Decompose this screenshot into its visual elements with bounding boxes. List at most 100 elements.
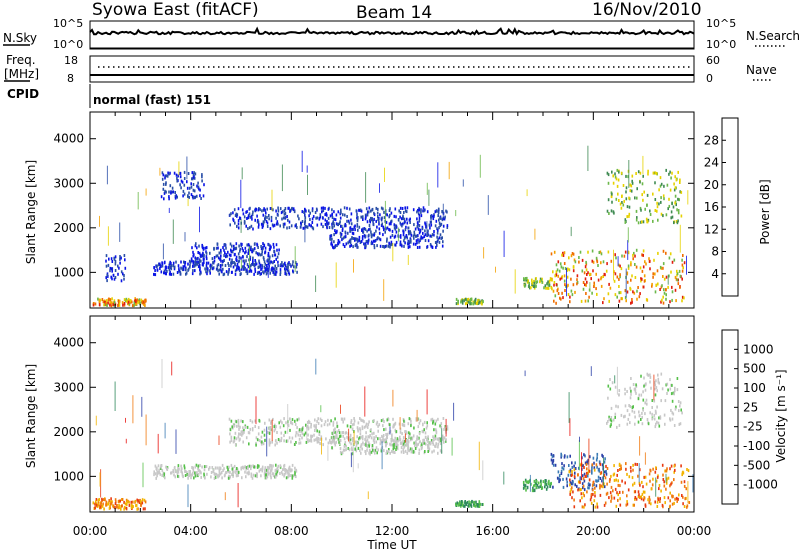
x-tick-label: 20:00 [576, 524, 611, 538]
power-cell [420, 210, 422, 214]
power-cell [426, 210, 429, 214]
vel-cell [367, 423, 370, 426]
power-cell [641, 182, 644, 186]
power-cell [367, 238, 370, 242]
vel-cell [655, 422, 657, 426]
power-streak [186, 156, 188, 180]
power-cell [244, 246, 247, 250]
vel-cell [110, 502, 112, 506]
vel-cell [402, 451, 405, 454]
vel-cell [624, 414, 626, 418]
vel-cell [581, 482, 584, 486]
power-cell [384, 245, 387, 248]
power-cell [290, 264, 292, 268]
vel-cell [301, 427, 304, 431]
vel-cell [258, 464, 260, 468]
power-cell [213, 256, 216, 259]
vel-cell [336, 435, 338, 439]
vel-cell [402, 442, 405, 446]
power-cell [585, 262, 588, 266]
vel-streak [95, 415, 97, 426]
vel-cell [588, 478, 591, 482]
vel-cell [256, 472, 258, 476]
vel-cell [239, 437, 241, 441]
vel-cell [109, 504, 111, 508]
power-cell [311, 209, 314, 213]
power-cell [282, 216, 285, 220]
vel-cell [283, 472, 286, 476]
power-cell [674, 186, 677, 190]
power-streak [566, 268, 567, 297]
vel-streak [529, 474, 531, 492]
power-cell [329, 237, 331, 241]
power-cell [649, 209, 651, 213]
power-cell [668, 172, 670, 176]
vel-cell [421, 429, 424, 433]
power-cell [475, 302, 478, 305]
power-streak [625, 268, 627, 298]
power-cell [309, 218, 311, 221]
power-cell [658, 202, 660, 206]
vel-cell [281, 421, 283, 425]
power-cell [414, 227, 417, 231]
vel-cell [661, 503, 664, 507]
vel-cell [414, 447, 417, 450]
vel-cell [170, 471, 172, 475]
vel-cell [404, 449, 407, 453]
power-cell [292, 208, 295, 211]
power-cell [433, 233, 435, 237]
power-streak [384, 200, 386, 230]
power-cell [356, 223, 359, 227]
vel-cell [239, 432, 242, 436]
power-cell [249, 255, 252, 259]
power-cell [331, 208, 333, 212]
power-cell [179, 183, 181, 187]
power-cell [597, 264, 599, 267]
vel-cell [445, 438, 447, 442]
vel-cell [217, 466, 219, 470]
power-cell [370, 242, 373, 246]
vel-cell [263, 471, 266, 475]
vel-cell [542, 480, 545, 484]
power-cell [333, 233, 335, 237]
vel-cell [674, 468, 676, 472]
power-streak [397, 227, 399, 242]
vel-streak [638, 463, 640, 483]
power-cell [629, 189, 632, 193]
vel-streak [445, 418, 447, 437]
vel-cell [473, 501, 475, 504]
power-cell [560, 265, 563, 269]
power-cell [618, 263, 620, 267]
vel-cell [626, 502, 629, 506]
vel-cell [213, 477, 216, 480]
power-cell [334, 218, 337, 222]
power-cell [99, 298, 102, 302]
power-cell [617, 192, 619, 196]
power-cell [367, 241, 369, 245]
vel-cell [269, 474, 272, 478]
power-cell [232, 265, 235, 269]
power-cell [682, 266, 684, 270]
beam-label: Beam 14 [356, 3, 432, 23]
vel-cell [245, 436, 248, 440]
power-cell [274, 270, 276, 274]
power-cell [557, 292, 560, 295]
power-cell [345, 224, 347, 228]
power-cell [470, 297, 473, 301]
power-cell [198, 258, 201, 262]
power-cell [236, 224, 238, 228]
vel-cell [354, 440, 357, 444]
vel-cell [308, 439, 311, 443]
power-cell [364, 234, 367, 238]
power-cell [399, 240, 402, 244]
power-cell [446, 226, 449, 229]
vel-cell [651, 399, 654, 402]
vel-cell [367, 435, 369, 439]
power-cell [595, 256, 598, 260]
power-cell [674, 201, 676, 205]
power-cell [348, 207, 351, 211]
vel-cell [95, 500, 97, 504]
vel-cell [264, 438, 266, 442]
power-cell [255, 251, 257, 255]
vel-cell [619, 484, 621, 488]
